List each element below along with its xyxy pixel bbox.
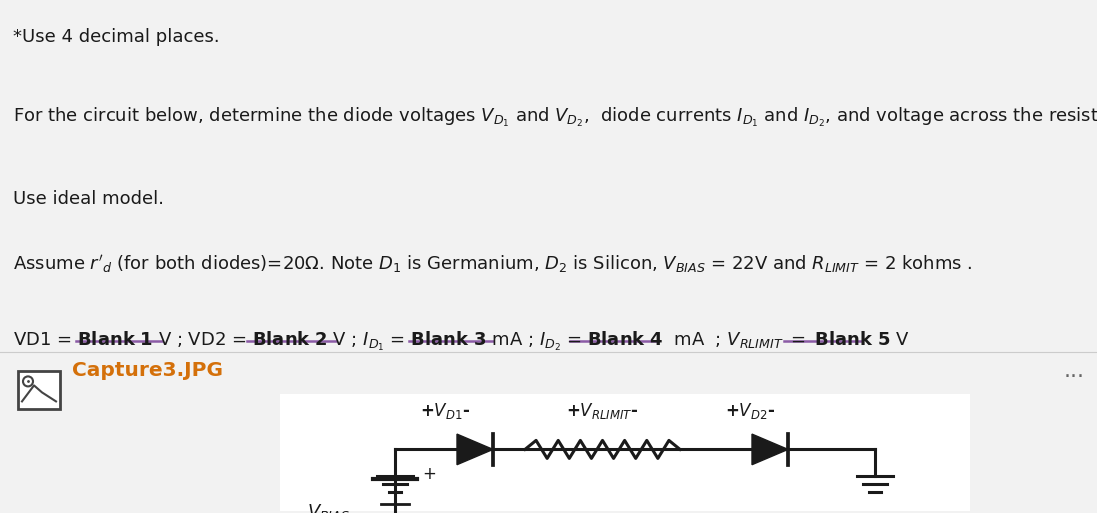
Text: For the circuit below, determine the diode voltages $V_{D_1}$ and $V_{D_2}$,  di: For the circuit below, determine the dio… (13, 106, 1097, 129)
Text: Use ideal model.: Use ideal model. (13, 190, 165, 208)
Text: *Use 4 decimal places.: *Use 4 decimal places. (13, 28, 219, 46)
Text: +$V_{RLIMIT}$-: +$V_{RLIMIT}$- (566, 401, 638, 421)
Text: Assume $r'_d$ (for both diodes)=20$\Omega$. Note $D_1$ is Germanium, $D_2$ is Si: Assume $r'_d$ (for both diodes)=20$\Omeg… (13, 253, 973, 275)
Text: VD1 = $\mathbf{Blank\ 1}$ V ; VD2 = $\mathbf{Blank\ 2}$ V ; $I_{D_1}$ = $\mathbf: VD1 = $\mathbf{Blank\ 1}$ V ; VD2 = $\ma… (13, 330, 911, 353)
Polygon shape (457, 434, 493, 465)
Text: +$V_{D1}$-: +$V_{D1}$- (420, 401, 471, 421)
Text: +$V_{D2}$-: +$V_{D2}$- (725, 401, 776, 421)
Polygon shape (753, 434, 788, 465)
Text: ...: ... (1064, 361, 1085, 381)
Text: $V_{BIAS}$: $V_{BIAS}$ (306, 502, 350, 513)
FancyBboxPatch shape (18, 371, 60, 409)
FancyBboxPatch shape (280, 394, 970, 511)
Text: Capture3.JPG: Capture3.JPG (72, 361, 223, 381)
Text: +: + (422, 465, 436, 483)
